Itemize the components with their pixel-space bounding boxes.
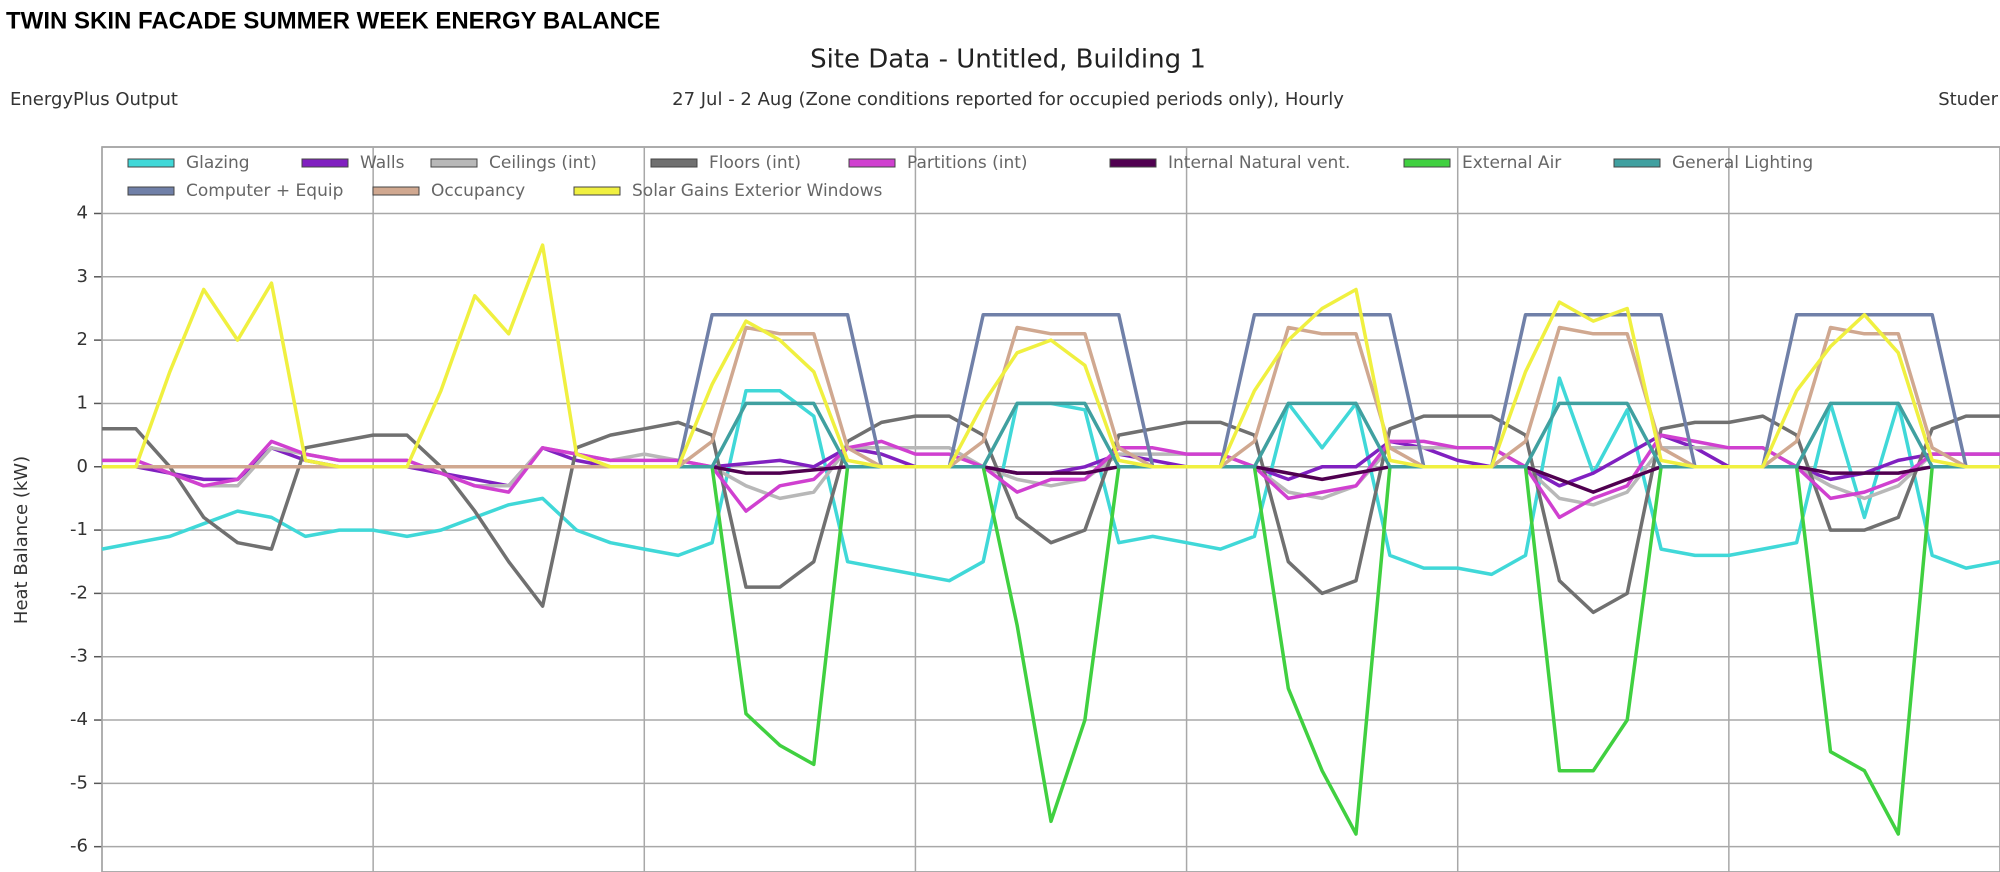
legend-swatch: [1109, 158, 1157, 168]
y-tick-label: -3: [70, 646, 88, 667]
chart-title: TWIN SKIN FACADE SUMMER WEEK ENERGY BALA…: [6, 7, 660, 34]
plot-area: [101, 146, 2000, 872]
chart-heading: Site Data - Untitled, Building 1: [810, 45, 1206, 75]
legend-label: Computer + Equip: [186, 181, 343, 201]
legend-label: External Air: [1462, 153, 1561, 173]
y-tick-label: -6: [70, 836, 88, 857]
legend-swatch: [650, 158, 698, 168]
source-label: EnergyPlus Output: [10, 89, 178, 110]
series-line: [102, 243, 2000, 469]
y-tick-label: -1: [70, 519, 88, 540]
legend-label: Internal Natural vent.: [1168, 153, 1350, 173]
y-tick-label: 4: [77, 202, 88, 223]
legend-swatch: [1613, 158, 1661, 168]
legend-swatch: [1403, 158, 1451, 168]
y-tick-label: 3: [77, 266, 88, 287]
y-tick-label: 2: [77, 329, 88, 350]
series-line: [102, 433, 2000, 520]
legend-swatch: [301, 158, 349, 168]
legend-swatch: [573, 186, 621, 196]
legend-swatch: [127, 158, 175, 168]
legend-label: Floors (int): [709, 153, 801, 173]
y-axis-label: Heat Balance (kW): [11, 456, 32, 624]
legend-label: Glazing: [186, 153, 250, 173]
series-line: [102, 325, 2000, 469]
legend-label: Solar Gains Exterior Windows: [632, 181, 883, 201]
y-tick-label: -4: [70, 709, 88, 730]
legend-label: Occupancy: [431, 181, 525, 201]
legend-swatch: [372, 186, 420, 196]
legend-swatch: [430, 158, 478, 168]
legend-label: General Lighting: [1672, 153, 1813, 173]
legend-label: Walls: [360, 153, 405, 173]
chart-subtitle: 27 Jul - 2 Aug (Zone conditions reported…: [672, 89, 1344, 110]
y-tick-label: -5: [70, 772, 88, 793]
y-tick-label: -2: [70, 582, 88, 603]
y-tick-label: 1: [77, 392, 88, 413]
legend-swatch: [848, 158, 896, 168]
corner-text: Studer: [1938, 89, 1998, 110]
y-tick-label: 0: [77, 456, 88, 477]
legend-label: Ceilings (int): [489, 153, 597, 173]
legend-swatch: [127, 186, 175, 196]
legend-label: Partitions (int): [907, 153, 1028, 173]
